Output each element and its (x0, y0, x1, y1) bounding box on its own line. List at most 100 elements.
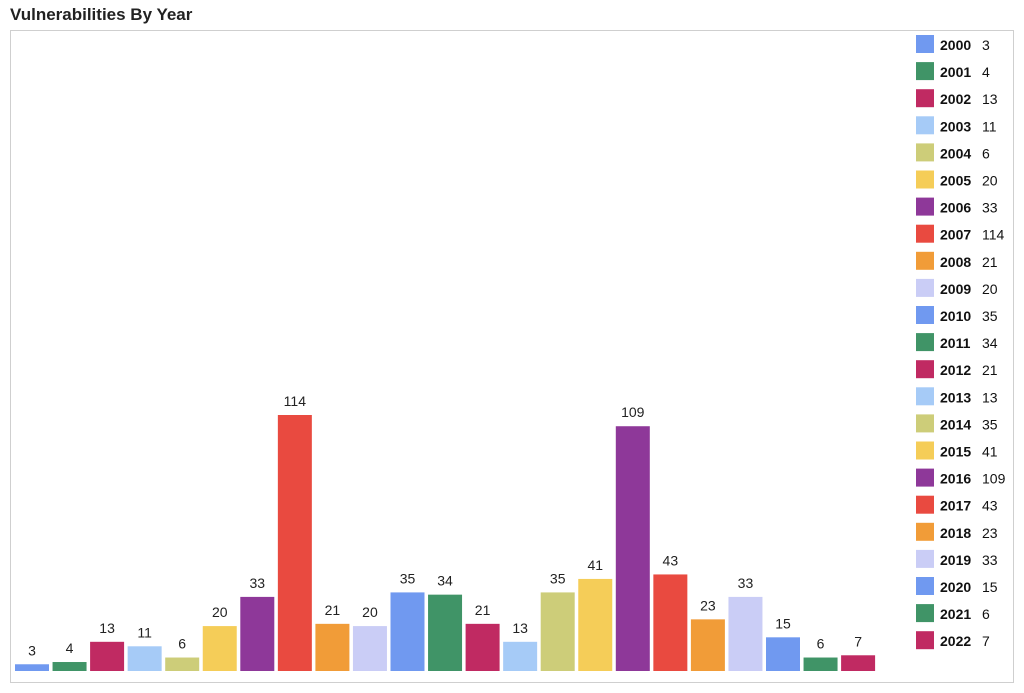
legend-year-2019: 2019 (940, 552, 971, 568)
bar-2000 (15, 664, 49, 671)
legend-year-2009: 2009 (940, 281, 971, 297)
bar-2012 (465, 623, 500, 671)
bar-value-label-2005: 20 (212, 604, 228, 620)
legend-swatch-2006 (916, 197, 934, 216)
bar-2022 (841, 655, 876, 671)
legend-value-2007: 114 (982, 227, 1005, 243)
legend-swatch-2014 (916, 414, 934, 433)
bar-2010 (390, 592, 425, 671)
bar-value-label-2015: 41 (587, 557, 603, 573)
legend-year-2021: 2021 (940, 606, 971, 622)
legend-swatch-2001 (916, 62, 934, 81)
legend-value-2021: 6 (982, 606, 990, 622)
legend-year-2022: 2022 (940, 633, 971, 649)
legend-swatch-2005 (916, 170, 934, 189)
bar-2015 (578, 578, 613, 671)
bar-2021 (803, 657, 838, 671)
legend-swatch-2016 (916, 468, 934, 487)
legend-value-2014: 35 (982, 416, 998, 432)
bar-value-label-2004: 6 (178, 636, 186, 652)
legend-year-2003: 2003 (940, 118, 971, 134)
bar-2011 (428, 594, 463, 671)
bar-2007 (277, 415, 312, 671)
legend-swatch-2017 (916, 495, 934, 514)
legend-year-2008: 2008 (940, 254, 971, 270)
bar-value-label-2003: 11 (137, 624, 152, 640)
legend-swatch-2009 (916, 278, 934, 297)
bar-2001 (52, 662, 87, 671)
bar-2020 (766, 637, 800, 671)
bar-2016 (615, 426, 650, 671)
bar-2008 (315, 623, 350, 671)
bar-value-label-2020: 15 (775, 615, 791, 631)
legend-year-2016: 2016 (940, 471, 971, 487)
bar-2004 (165, 657, 200, 671)
legend-year-2006: 2006 (940, 200, 971, 216)
legend-value-2018: 23 (982, 525, 998, 541)
legend-swatch-2013 (916, 387, 934, 406)
legend-value-2000: 3 (982, 37, 990, 53)
legend-swatch-2010 (916, 306, 934, 324)
bar-2019 (728, 596, 763, 671)
bar-value-label-2021: 6 (817, 636, 825, 652)
legend-value-2002: 13 (982, 91, 998, 107)
legend-year-2001: 2001 (940, 64, 971, 80)
legend-swatch-2008 (916, 251, 934, 270)
legend-year-2002: 2002 (940, 91, 971, 107)
bar-2002 (90, 641, 125, 671)
legend-value-2005: 20 (982, 173, 998, 189)
legend-value-2013: 13 (982, 389, 998, 405)
chart-frame (10, 30, 1014, 683)
legend-value-2008: 21 (982, 254, 998, 270)
bar-2017 (653, 574, 688, 671)
legend-year-2007: 2007 (940, 227, 971, 243)
legend-year-2017: 2017 (940, 498, 971, 514)
bar-value-label-2009: 20 (362, 604, 378, 620)
bar-value-label-2011: 34 (437, 573, 453, 589)
legend-value-2010: 35 (982, 308, 998, 324)
legend-value-2001: 4 (982, 64, 990, 80)
legend-year-2018: 2018 (940, 525, 971, 541)
legend-swatch-2018 (916, 522, 934, 541)
legend-year-2010: 2010 (940, 308, 971, 324)
bar-value-label-2022: 7 (854, 633, 862, 649)
legend-swatch-2020 (916, 577, 934, 595)
legend-value-2012: 21 (982, 362, 998, 378)
legend-value-2009: 20 (982, 281, 998, 297)
legend-swatch-2011 (916, 333, 934, 352)
legend-value-2022: 7 (982, 633, 990, 649)
legend-year-2000: 2000 (940, 37, 971, 53)
legend-value-2017: 43 (982, 498, 998, 514)
bar-value-label-2018: 23 (700, 597, 716, 613)
legend-swatch-2002 (916, 89, 934, 108)
bar-value-label-2013: 13 (512, 620, 528, 636)
bar-value-label-2012: 21 (475, 602, 491, 618)
bar-2009 (352, 626, 387, 671)
legend-year-2020: 2020 (940, 579, 971, 595)
legend-swatch-2007 (916, 224, 934, 243)
legend-value-2003: 11 (982, 118, 997, 134)
bar-2014 (540, 592, 575, 671)
bar-value-label-2001: 4 (66, 640, 74, 656)
legend-swatch-2003 (916, 116, 934, 135)
legend-year-2013: 2013 (940, 389, 971, 405)
legend-swatch-2015 (916, 441, 934, 460)
legend-value-2020: 15 (982, 579, 998, 595)
legend-year-2005: 2005 (940, 173, 971, 189)
bar-value-label-2002: 13 (99, 620, 115, 636)
bar-value-label-2007: 114 (284, 393, 307, 409)
bar-2005 (202, 626, 237, 671)
bar-value-label-2000: 3 (28, 642, 36, 658)
legend-swatch-2012 (916, 360, 934, 379)
bar-value-label-2019: 33 (738, 575, 754, 591)
legend-value-2011: 34 (982, 335, 998, 351)
legend-year-2011: 2011 (940, 335, 971, 351)
legend-swatch-2022 (916, 631, 934, 650)
legend-year-2012: 2012 (940, 362, 971, 378)
bar-value-label-2008: 21 (325, 602, 341, 618)
bar-2013 (503, 641, 538, 671)
legend-value-2015: 41 (982, 444, 998, 460)
legend-year-2004: 2004 (940, 145, 971, 161)
legend-value-2004: 6 (982, 145, 990, 161)
legend-value-2006: 33 (982, 200, 998, 216)
